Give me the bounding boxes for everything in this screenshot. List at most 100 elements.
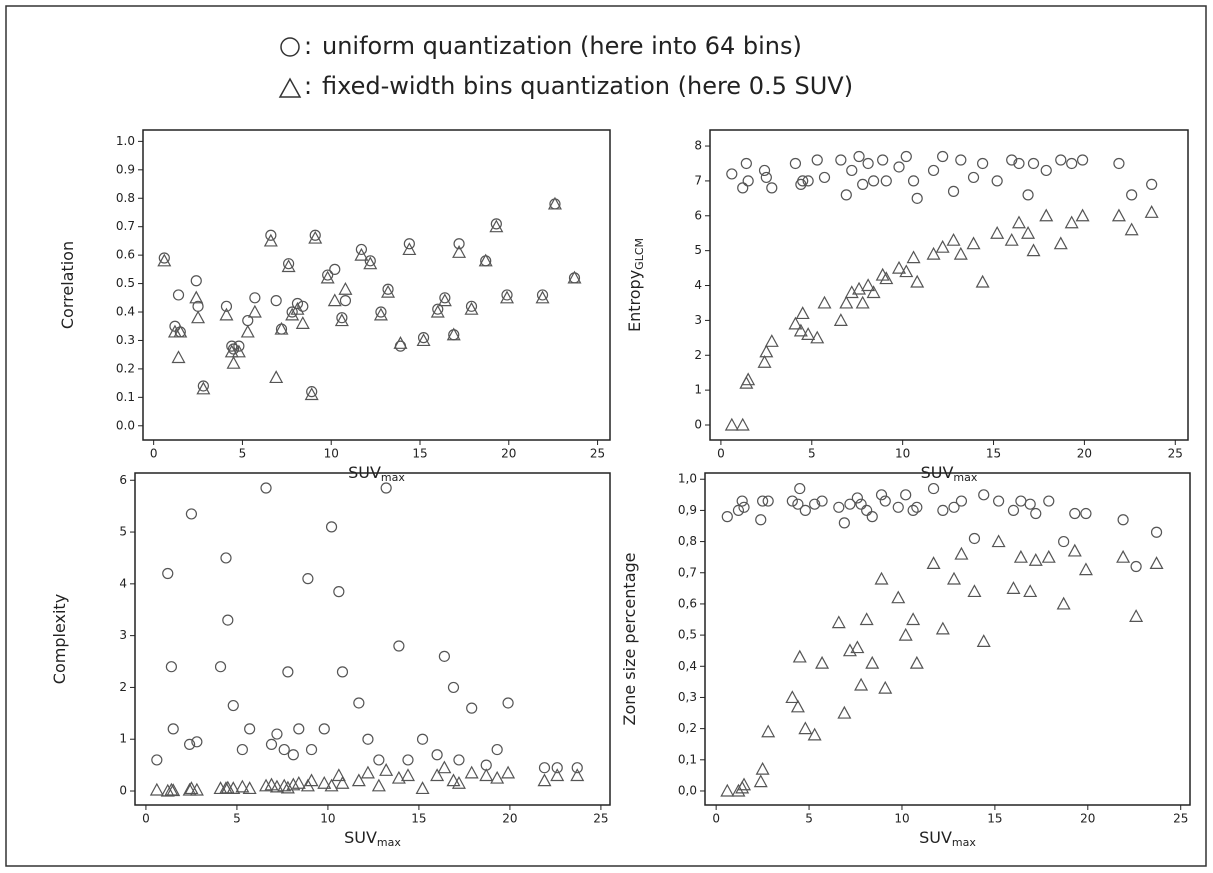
circle-point (297, 300, 309, 312)
y-tick-label: 0.9 (116, 162, 135, 176)
circle-point (287, 749, 299, 761)
circle-point (721, 511, 733, 523)
triangle-point (946, 571, 962, 585)
circle-point (336, 312, 348, 324)
x-tick-label: 25 (1168, 447, 1183, 461)
circle-point (172, 289, 185, 301)
triangle-point (1004, 232, 1019, 246)
circle-point (551, 762, 563, 774)
x-axis-label-sub: max (381, 471, 405, 484)
triangle-point (1149, 556, 1164, 570)
triangle-point (501, 765, 516, 779)
triangle-point (798, 721, 813, 735)
circle-point (1043, 495, 1055, 507)
triangle-point (535, 290, 550, 304)
triangle-point (247, 304, 262, 318)
plot-frame (709, 129, 1189, 441)
triangle-point (269, 370, 284, 384)
triangle-point (242, 781, 257, 795)
y-tick-label: 2 (119, 680, 127, 694)
triangle-point (807, 727, 822, 741)
triangle-point (720, 783, 735, 797)
triangle-point (735, 417, 750, 431)
x-tick-label: 0 (150, 447, 158, 461)
circle-point (536, 289, 549, 301)
x-tick-label: 25 (590, 447, 605, 461)
circle-point (742, 175, 754, 187)
circle-point (846, 164, 858, 177)
circle-point (322, 269, 334, 281)
triangle-point (1041, 549, 1056, 563)
x-tick-label: 20 (502, 812, 517, 826)
triangle-point (926, 556, 941, 570)
circle-point (416, 733, 429, 745)
triangle-point (761, 724, 776, 738)
y-axis-label: EntropyGLCM (625, 238, 647, 332)
circle-point (833, 501, 845, 513)
circle-point (373, 754, 385, 766)
circle-point (393, 640, 405, 652)
circle-point (197, 380, 209, 392)
y-tick-label: 5 (119, 525, 127, 539)
triangle-point (815, 655, 830, 669)
x-axis-label: SUVmax (344, 828, 401, 850)
triangle-point (189, 782, 204, 796)
triangle-point (437, 293, 452, 307)
circle-point (491, 743, 503, 756)
triangle-point (567, 270, 582, 284)
triangle-point (898, 627, 913, 641)
triangle-point (191, 310, 206, 324)
circle-point (758, 164, 771, 177)
triangle-point (801, 327, 816, 340)
circle-point (382, 283, 394, 295)
circle-point (291, 297, 304, 310)
circle-point (1150, 526, 1163, 538)
x-tick-label: 10 (320, 812, 335, 826)
circle-point (1066, 157, 1078, 170)
triangle-point (360, 765, 375, 779)
circle-point (329, 263, 341, 275)
circle-point (977, 157, 989, 170)
circle-point (907, 504, 919, 517)
legend-circle (280, 37, 300, 57)
y-tick-label: 0,4 (678, 659, 697, 673)
x-axis-label-main: SUV (348, 463, 381, 482)
y-tick-label: 0.3 (116, 333, 135, 347)
y-tick-label: 6 (119, 473, 127, 487)
circle-point (1076, 154, 1089, 166)
plot-frame (142, 129, 611, 441)
triangle-point (231, 344, 246, 358)
x-axis-label-main: SUV (344, 828, 377, 847)
y-tick-label: 8 (694, 139, 702, 153)
x-tick-label: 10 (895, 447, 910, 461)
x-axis-label: SUVmax (921, 463, 978, 485)
circle-point (1058, 535, 1070, 548)
y-tick-label: 6 (694, 208, 702, 222)
y-axis-label: Correlation (58, 241, 77, 329)
triangle-point (415, 781, 430, 795)
triangle-point (837, 705, 852, 719)
circle-point (1126, 189, 1138, 201)
triangle-point (324, 778, 339, 792)
circle-point (302, 573, 314, 585)
y-tick-label: 0.0 (116, 418, 135, 432)
triangle-point (295, 316, 310, 329)
circle-point (757, 495, 769, 507)
circle-point (282, 666, 294, 678)
circle-point (286, 306, 298, 318)
circle-point (439, 292, 451, 304)
triangle-point (379, 763, 394, 776)
triangle-point (831, 615, 846, 629)
triangle-point (327, 293, 342, 307)
triangle-point (274, 321, 289, 335)
triangle-point (335, 775, 350, 789)
circle-point (786, 495, 798, 507)
triangle-point (290, 301, 305, 315)
y-tick-label: 4 (694, 278, 702, 292)
circle-point (844, 498, 856, 510)
triangle-point (854, 677, 869, 691)
y-tick-label: 3 (119, 628, 127, 642)
x-axis-label-sub: max (952, 836, 976, 849)
triangle-point (351, 773, 366, 787)
circle-point (1069, 507, 1081, 520)
